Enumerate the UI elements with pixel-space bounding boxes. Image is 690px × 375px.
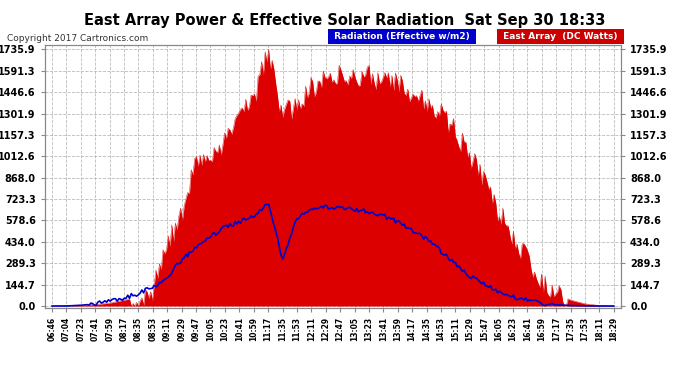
Text: Radiation (Effective w/m2): Radiation (Effective w/m2): [331, 32, 473, 41]
Text: East Array  (DC Watts): East Array (DC Watts): [500, 32, 621, 41]
Text: Copyright 2017 Cartronics.com: Copyright 2017 Cartronics.com: [7, 34, 148, 43]
Text: East Array Power & Effective Solar Radiation  Sat Sep 30 18:33: East Array Power & Effective Solar Radia…: [84, 13, 606, 28]
